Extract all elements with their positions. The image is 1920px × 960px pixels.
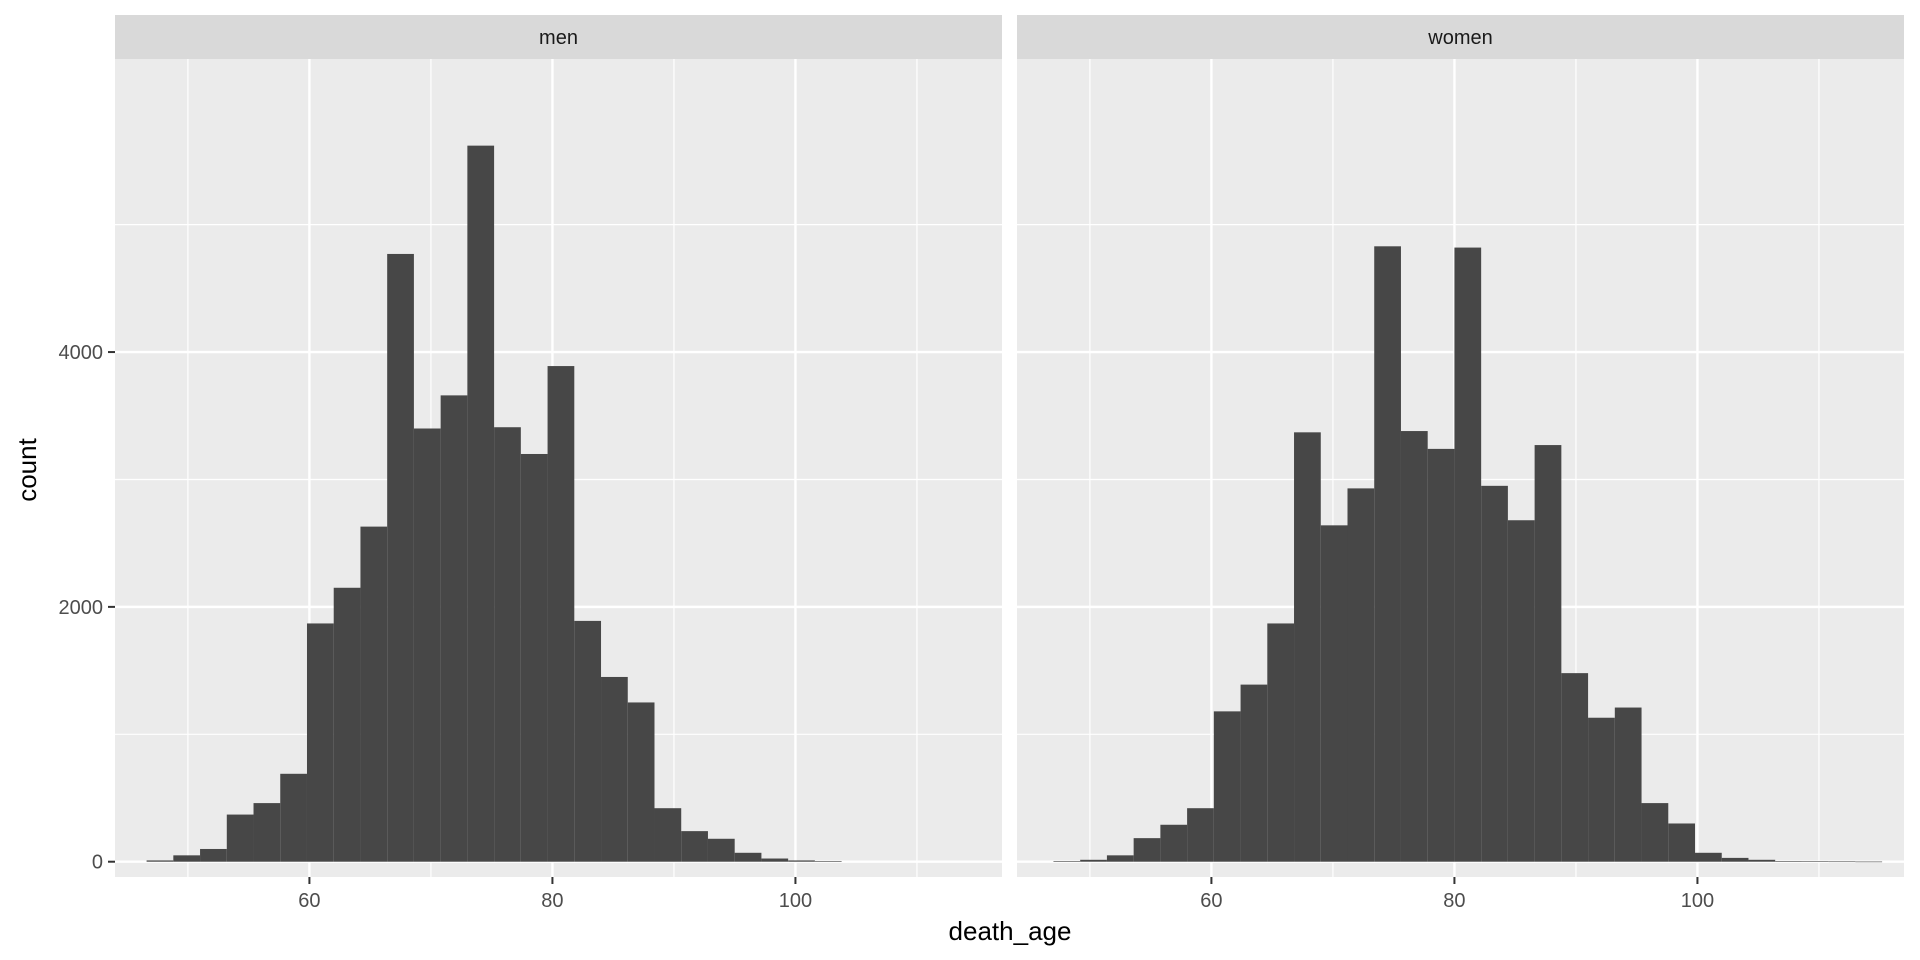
histogram-bar xyxy=(387,253,414,862)
y-tick-label: 0 xyxy=(92,852,103,874)
histogram-bar xyxy=(200,848,227,862)
facet-panel-men: men xyxy=(115,15,1002,877)
facet-strip xyxy=(1017,15,1904,59)
histogram-bar xyxy=(1454,247,1482,862)
x-tick-label: 60 xyxy=(298,890,320,912)
histogram-bar xyxy=(1187,808,1214,862)
histogram-bar xyxy=(627,702,655,862)
histogram-bar xyxy=(1080,859,1107,862)
x-axis: 60 80 100 60 80 100 xyxy=(298,877,1714,912)
histogram-bar xyxy=(681,831,708,862)
histogram-bar xyxy=(707,838,735,862)
histogram-bar xyxy=(1721,857,1749,862)
histogram-bar xyxy=(1614,707,1642,862)
histogram-bar xyxy=(1775,861,1802,862)
histogram-bar xyxy=(1240,684,1268,862)
histogram-bar xyxy=(1481,485,1508,862)
y-axis-title: count xyxy=(12,437,42,501)
histogram-bar xyxy=(1267,623,1295,862)
histogram-bar xyxy=(734,852,762,862)
histogram-bar xyxy=(1053,861,1081,862)
histogram-bar xyxy=(1855,861,1883,863)
histogram-bar xyxy=(1748,859,1776,862)
histogram-bar xyxy=(494,427,521,862)
histogram-bar xyxy=(788,860,815,862)
x-tick-label: 100 xyxy=(1681,890,1714,912)
histogram-bar xyxy=(173,855,201,862)
facet-panel-women: women xyxy=(1017,15,1904,877)
x-axis-title: death_age xyxy=(949,916,1072,946)
histogram-bar xyxy=(226,814,254,862)
histogram-bar xyxy=(1133,838,1161,862)
histogram-bar xyxy=(520,453,548,862)
x-tick-label: 80 xyxy=(1443,890,1465,912)
histogram-bar xyxy=(1668,823,1696,862)
histogram-bar xyxy=(654,808,682,862)
facet-strip xyxy=(115,15,1002,59)
histogram-bar xyxy=(1561,673,1589,862)
histogram-bar xyxy=(814,861,842,862)
y-tick-label: 2000 xyxy=(59,597,104,619)
histogram-bar xyxy=(440,395,468,862)
histogram-bar xyxy=(333,587,361,862)
histogram-bar xyxy=(601,676,628,862)
histogram-bar xyxy=(1588,717,1615,862)
x-tick-label: 80 xyxy=(541,890,563,912)
x-tick-label: 100 xyxy=(779,890,812,912)
histogram-bar xyxy=(1400,431,1428,862)
histogram-bar xyxy=(1347,488,1375,862)
histogram-bar xyxy=(306,623,334,862)
histogram-bar xyxy=(1534,445,1562,862)
histogram-bar xyxy=(1106,855,1134,862)
histogram-bar xyxy=(360,526,388,862)
facet-strip-label: men xyxy=(539,27,578,49)
facet-strip-label: women xyxy=(1427,27,1492,49)
panels-layer: men women xyxy=(115,15,1904,877)
histogram-bar xyxy=(1507,520,1535,862)
histogram-bar xyxy=(547,366,575,862)
y-tick-label: 4000 xyxy=(59,342,104,364)
histogram-bar xyxy=(1641,803,1669,862)
histogram-bar xyxy=(574,620,602,862)
histogram-bar xyxy=(1427,448,1455,862)
histogram-bar xyxy=(1320,525,1348,862)
histogram-bar xyxy=(1213,711,1241,862)
histogram-bar xyxy=(1374,246,1401,862)
histogram-bar xyxy=(413,428,441,862)
histogram-bar xyxy=(1828,861,1856,863)
histogram-bar xyxy=(146,860,174,862)
x-tick-label: 60 xyxy=(1200,890,1222,912)
histogram-bar xyxy=(761,858,789,862)
histogram-bar xyxy=(280,773,307,862)
histogram-bar xyxy=(1801,861,1829,862)
histogram-bar xyxy=(1695,852,1722,862)
y-axis: 0 2000 4000 xyxy=(59,342,115,874)
histogram-bar xyxy=(467,145,495,862)
histogram-bar xyxy=(1294,432,1321,862)
histogram-bar xyxy=(1160,824,1188,862)
histogram-bar xyxy=(253,803,281,862)
